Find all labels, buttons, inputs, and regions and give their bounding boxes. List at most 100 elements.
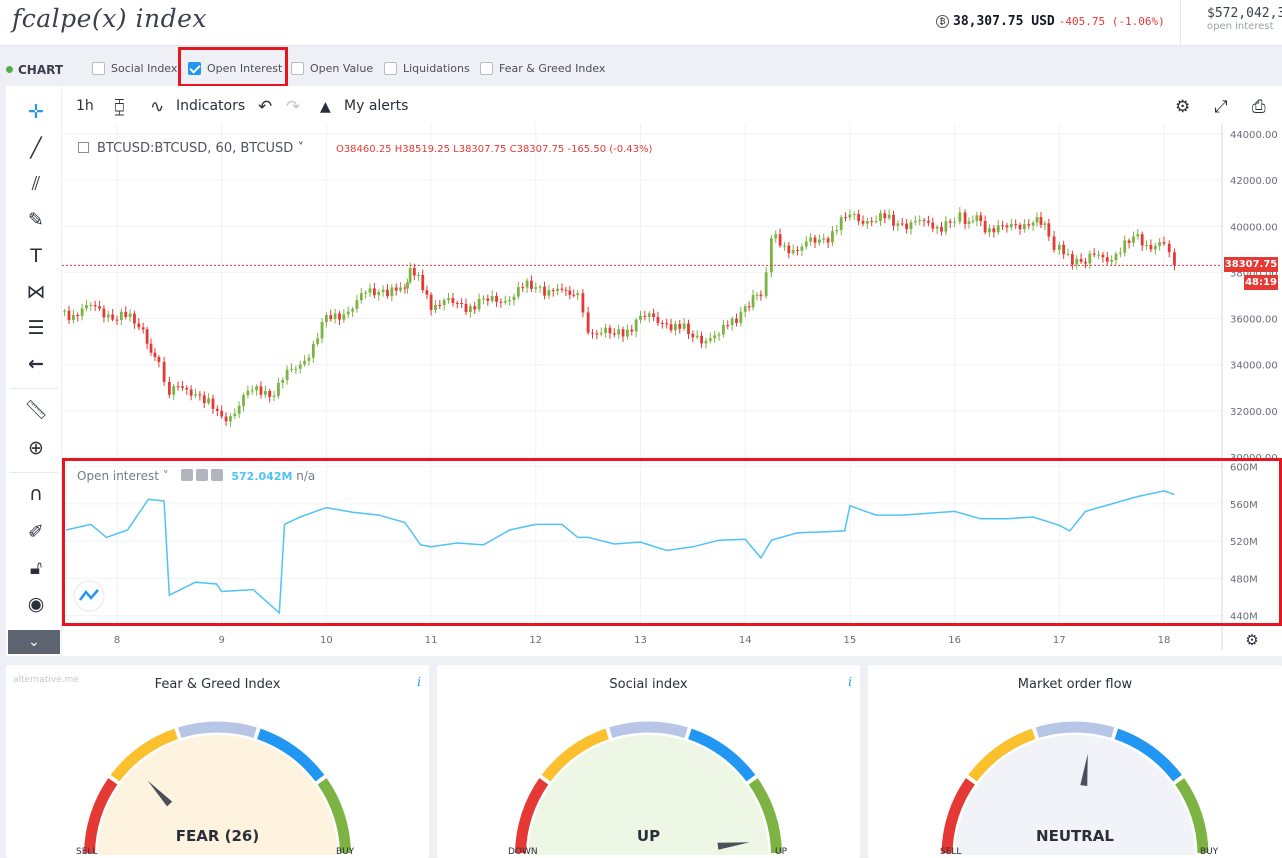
candle-body (769, 238, 773, 273)
fib-tool-icon[interactable]: ⫽ (31, 173, 41, 195)
candle-body (958, 212, 962, 222)
open-interest-line (65, 490, 1175, 615)
collapse-toolbar-button[interactable]: ⌄ (8, 630, 60, 654)
candle-body (386, 289, 389, 297)
candle-body (534, 287, 538, 289)
candle-body (325, 315, 328, 323)
unlock-icon[interactable]: 🔓︎ (29, 557, 43, 579)
oi-legend-buttons[interactable] (180, 469, 226, 483)
visibility-icon[interactable] (180, 469, 193, 481)
candle-body (390, 287, 394, 297)
brush-icon[interactable]: ✎ (28, 209, 44, 231)
bell-icon[interactable]: ▲ (320, 99, 331, 115)
info-icon[interactable]: i (848, 675, 852, 689)
candle-body (1052, 236, 1056, 250)
candle-body (747, 306, 751, 308)
pattern-tool-icon[interactable]: ⋈ (26, 281, 46, 303)
candle-body (67, 310, 71, 321)
candle-body (298, 364, 302, 369)
gauge-left-label: DOWN (508, 847, 538, 857)
candle-body (285, 369, 289, 381)
back-arrow-icon[interactable]: ← (28, 353, 44, 375)
indicators-button[interactable]: Indicators (176, 98, 246, 114)
candle-body (412, 267, 416, 276)
candle-body (1118, 252, 1122, 254)
open-interest-value: $572,042,3 (1207, 6, 1282, 21)
chart-container[interactable] (6, 86, 1282, 656)
lock-drawing-icon[interactable]: ✐ (28, 521, 44, 543)
candle-body (556, 288, 560, 292)
magnet-icon[interactable]: ∩ (29, 483, 43, 505)
gauge-right-label: UP (775, 847, 788, 857)
oi-series-name[interactable]: Open interest (77, 469, 159, 483)
prediction-tool-icon[interactable]: ☰ (27, 317, 45, 339)
eye-icon[interactable]: ◉ (27, 593, 45, 615)
candle-body (778, 234, 782, 246)
candle-body (98, 306, 101, 309)
candle-body (1062, 244, 1066, 255)
checkmark-icon[interactable] (188, 62, 201, 75)
candle-body (809, 237, 813, 242)
checkbox-open-interest[interactable]: Open Interest (188, 62, 282, 75)
checkbox-fear-greed[interactable]: Fear & Greed Index (480, 62, 605, 75)
undo-icon[interactable]: ↶ (258, 97, 273, 117)
settings-icon[interactable] (195, 469, 208, 481)
info-icon[interactable]: i (417, 675, 421, 689)
timescale-settings-icon[interactable]: ⚙ (1245, 631, 1258, 649)
logo[interactable]: fcalpe(x) index (12, 4, 207, 33)
time-axis-label: 18 (1158, 635, 1171, 646)
panel-title: Social index (609, 677, 688, 692)
checkbox-liquidations[interactable]: Liquidations (384, 62, 470, 75)
candle-body (215, 408, 219, 411)
panel-source[interactable]: alternative.me (13, 675, 79, 685)
candle-body (141, 327, 145, 330)
candle-body (665, 323, 669, 325)
candle-body (1047, 223, 1051, 237)
zoom-in-icon[interactable]: ⊕ (28, 437, 44, 459)
candle-body (963, 212, 967, 224)
top-bar: fcalpe(x) index ₿ 38,307.75 USD -405.75 (-… (0, 0, 1282, 46)
collapse-legend-icon[interactable] (78, 142, 89, 153)
candle-body (826, 238, 830, 243)
interval-button[interactable]: 1h (76, 98, 94, 114)
ruler-icon[interactable]: 📏︎ (24, 399, 49, 421)
candle-body (852, 214, 856, 216)
candle-body (791, 250, 795, 254)
redo-icon[interactable]: ↷ (286, 97, 301, 117)
candle-body (250, 390, 254, 392)
gauge-segment (1035, 721, 1115, 738)
candle-body (1088, 253, 1092, 264)
indicators-icon[interactable]: ∿ (150, 97, 165, 117)
candle-body (198, 394, 202, 396)
candle-body (185, 388, 189, 390)
remove-icon[interactable] (210, 469, 223, 481)
candle-body (115, 319, 119, 321)
fullscreen-icon[interactable]: ⤢ (1214, 97, 1228, 117)
trend-line-icon[interactable]: ╱ (30, 137, 42, 159)
gauge-segment (84, 778, 118, 854)
my-alerts-button[interactable]: My alerts (344, 98, 409, 114)
candle-body (643, 315, 647, 317)
candle-style-icon[interactable]: ⧮ (114, 97, 125, 117)
gauge-background (955, 735, 1195, 855)
camera-icon[interactable]: ⎙ (1252, 97, 1266, 117)
symbol-name[interactable]: BTCUSD:BTCUSD, 60, BTCUSD (97, 141, 294, 156)
text-tool-icon[interactable]: T (30, 245, 42, 267)
indicator-filter-bar: CHART Social Index Open Interest Open Va… (0, 56, 1282, 82)
candle-body (900, 223, 904, 225)
gauge-right-label: BUY (336, 847, 355, 857)
crosshair-icon[interactable]: ✛ (28, 101, 44, 123)
checkbox-open-value[interactable]: Open Value (291, 62, 373, 75)
candle-body (1173, 252, 1176, 266)
settings-gear-icon[interactable]: ⚙ (1175, 97, 1191, 117)
candle-body (403, 287, 407, 289)
candle-body (735, 318, 738, 323)
candle-body (695, 335, 699, 338)
candle-body (290, 368, 293, 370)
candle-body (145, 329, 149, 344)
candle-body (1136, 234, 1140, 237)
candle-body (460, 302, 464, 304)
checkbox-social-index[interactable]: Social Index (92, 62, 177, 75)
gauge-needle (147, 780, 173, 807)
